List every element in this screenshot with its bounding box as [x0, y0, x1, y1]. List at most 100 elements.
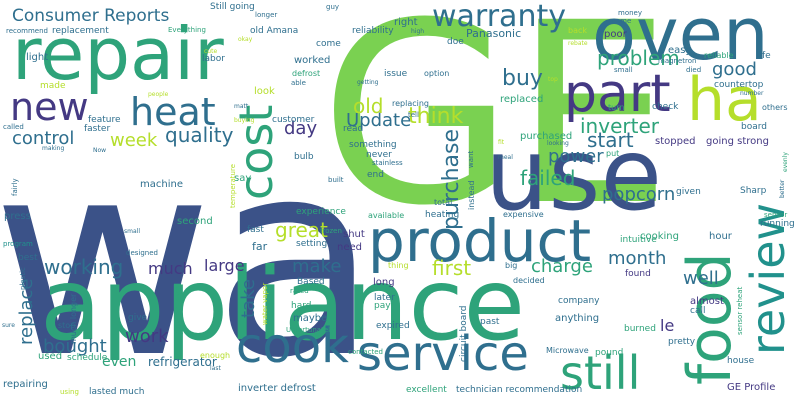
cloud-word: refrigerator	[148, 355, 217, 369]
cloud-word: say	[234, 173, 252, 184]
cloud-word: purchased	[520, 131, 573, 142]
cloud-word: something	[349, 140, 397, 150]
cloud-word: service	[357, 326, 529, 382]
cloud-word: defrost	[292, 69, 321, 78]
cloud-word: inverter	[580, 114, 659, 138]
cloud-word: bought	[43, 336, 107, 357]
cloud-word: start	[587, 128, 634, 152]
cloud-word: plastic	[19, 267, 27, 290]
cloud-word: great	[275, 218, 328, 242]
cloud-word: buy	[502, 66, 543, 91]
cloud-word: came	[612, 17, 632, 25]
cloud-word: repair	[12, 12, 224, 96]
cloud-word: turn	[608, 103, 625, 112]
cloud-word: replacing	[392, 99, 430, 108]
cloud-word: day	[284, 118, 318, 139]
cloud-word: best	[18, 253, 38, 263]
cloud-word: still	[560, 346, 641, 400]
cloud-word: wa	[0, 102, 379, 400]
cloud-word: good	[712, 59, 757, 80]
cloud-word: give	[128, 313, 148, 323]
cloud-word: lasted much	[89, 387, 145, 397]
cloud-word: come	[316, 39, 341, 49]
cloud-word: repairing	[3, 379, 48, 390]
cloud-word: labor	[202, 54, 225, 64]
cloud-word: thing	[388, 261, 409, 270]
cloud-word: press	[4, 211, 31, 222]
cloud-word: problem	[597, 46, 680, 70]
cloud-word: countertop	[714, 80, 764, 90]
cloud-word: shut	[343, 229, 365, 240]
cloud-word: matt	[234, 103, 249, 110]
cloud-word: last	[210, 365, 221, 372]
cloud-word: stainless	[372, 159, 403, 167]
cloud-word: Based	[297, 277, 325, 287]
cloud-word: cute	[204, 48, 218, 55]
cloud-word: use	[485, 116, 663, 233]
cloud-word: old	[353, 94, 384, 118]
cloud-word: going strong	[706, 136, 769, 147]
cloud-word: need	[337, 242, 362, 253]
cloud-word: made	[40, 81, 66, 91]
cloud-word: built	[328, 176, 344, 184]
cloud-word: maybe	[293, 313, 328, 324]
cloud-word: Unfortunately	[286, 326, 335, 334]
cloud-word: using	[60, 388, 79, 396]
cloud-word: Consumer Reports	[12, 6, 170, 26]
cloud-word: light	[26, 52, 49, 63]
cloud-word: water vapor	[261, 282, 269, 325]
cloud-word: contacted	[348, 348, 383, 356]
cloud-word: old Amana	[250, 26, 299, 36]
cloud-word: customer	[272, 115, 315, 125]
cloud-word: easy	[668, 45, 692, 56]
cloud-word: second	[177, 216, 213, 227]
cloud-word: large	[204, 256, 245, 275]
cloud-word: feature	[88, 115, 121, 125]
cloud-word: buying	[234, 117, 255, 124]
cloud-word: ha	[687, 65, 762, 135]
cloud-word: pound	[595, 348, 624, 358]
cloud-word: intuitive	[620, 235, 657, 245]
cloud-word: used	[38, 351, 63, 362]
cloud-word: heat	[130, 90, 216, 134]
cloud-word: Now	[93, 147, 107, 154]
cloud-word: available	[368, 211, 405, 220]
cloud-word: tell	[408, 111, 419, 119]
cloud-word: fast	[247, 225, 264, 235]
cloud-word: number	[740, 90, 764, 97]
cloud-word: Panasonic	[466, 27, 522, 40]
cloud-word: recommend	[6, 27, 48, 35]
cloud-word: appliance	[40, 246, 525, 363]
cloud-word: died	[686, 66, 702, 74]
cloud-word: magnetron	[658, 57, 697, 65]
cloud-word: evenly	[782, 152, 789, 172]
cloud-word: inverter defrost	[238, 383, 316, 394]
cloud-word: rated	[290, 287, 309, 295]
cloud-word: guy	[326, 3, 340, 11]
cloud-word: frozen	[320, 227, 342, 235]
cloud-word: running	[760, 219, 795, 229]
cloud-word: excellent	[406, 385, 447, 395]
cloud-word: quality	[165, 123, 234, 147]
cloud-word: month	[608, 248, 667, 269]
cloud-word: product	[368, 207, 592, 275]
cloud-word: enough	[200, 351, 231, 360]
cloud-word: GE	[320, 0, 672, 260]
cloud-word: back	[568, 26, 588, 35]
cloud-word: board	[741, 122, 767, 132]
cloud-word: sensor reheat	[736, 286, 744, 335]
cloud-word: read	[343, 124, 364, 134]
cloud-word: far	[252, 240, 268, 253]
cloud-word: experience	[296, 207, 346, 217]
cloud-word: life	[757, 51, 771, 61]
cloud-word: think	[408, 104, 464, 129]
cloud-word: sure	[2, 322, 15, 329]
cloud-word: better	[779, 179, 786, 198]
cloud-word: temperature	[229, 164, 237, 208]
cloud-word: take	[238, 279, 259, 318]
cloud-word: warranty	[432, 0, 566, 34]
cloud-word: stopped	[655, 136, 696, 147]
cloud-word: look	[254, 86, 275, 97]
cloud-word: others	[762, 103, 788, 112]
